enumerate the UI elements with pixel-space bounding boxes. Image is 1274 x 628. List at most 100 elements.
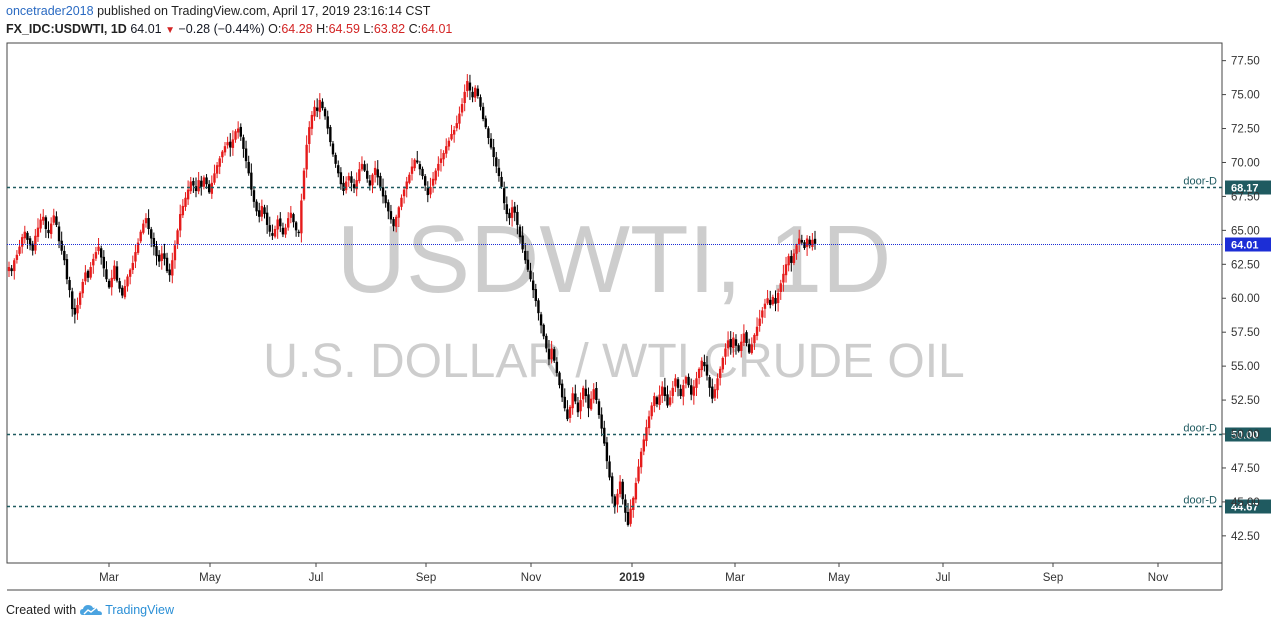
candle-body (271, 233, 274, 236)
candle-body (679, 388, 682, 397)
candle-body (323, 108, 327, 117)
candle-body (26, 232, 29, 240)
candle-body (207, 184, 211, 193)
candle-body (205, 177, 208, 185)
candle-body (384, 195, 387, 204)
close-label: C: (408, 22, 422, 36)
price-tick-label: 55.00 (1231, 361, 1260, 373)
candle-body (497, 167, 501, 177)
candle-body (429, 186, 432, 195)
candle-body (661, 386, 664, 396)
candle-body (426, 187, 430, 196)
candle-body (363, 164, 366, 171)
publish-info: oncetrader2018 published on TradingView.… (6, 4, 430, 18)
candle-body (766, 298, 769, 304)
candle-body (355, 180, 358, 190)
candle-body (223, 146, 227, 153)
candle-body (152, 237, 156, 247)
candle-body (655, 397, 659, 405)
candle-body (410, 166, 414, 174)
candle-body (413, 159, 416, 169)
candle-body (792, 253, 796, 264)
candle-body (458, 113, 461, 124)
candle-body (360, 163, 364, 170)
door-level-label: door-D (1183, 176, 1217, 188)
candle-body (221, 151, 224, 158)
candle-body (724, 348, 727, 357)
candle-body (318, 100, 322, 113)
price-tick-label: 62.50 (1231, 259, 1260, 271)
time-tick-label: 2019 (619, 572, 645, 584)
candle-body (44, 217, 48, 230)
candle-body (160, 253, 163, 261)
candle-body (131, 262, 134, 270)
candle-body (121, 287, 124, 296)
price-tick-label: 77.50 (1231, 56, 1260, 68)
candle-body (695, 378, 698, 388)
candle-body (558, 372, 561, 386)
candle-body (350, 176, 353, 183)
open-label: O: (268, 22, 282, 36)
open-value: 64.28 (281, 22, 313, 36)
candle-body (452, 129, 456, 135)
candle-body (718, 368, 722, 378)
candle-body (790, 256, 793, 263)
candle-body (97, 246, 100, 252)
time-axis[interactable]: Mar May Jul Sep Nov 2019 Mar May Jul Sep Nov (99, 563, 1168, 584)
time-tick-label: Nov (1148, 572, 1169, 584)
candle-body (76, 305, 79, 314)
candle-body (231, 139, 235, 148)
candle-body (637, 466, 640, 482)
candle-body (247, 161, 250, 174)
candle-body (442, 152, 445, 160)
candle-body (379, 175, 382, 187)
down-arrow-icon: ▼ (165, 25, 175, 36)
candle-body (626, 511, 630, 525)
candle-body (634, 482, 638, 500)
candle-body (200, 180, 203, 187)
candle-body (784, 264, 788, 276)
created-with-text: Created with (6, 603, 77, 617)
candle-body (692, 386, 696, 396)
candle-body (774, 298, 777, 304)
candle-body (313, 106, 316, 117)
candle-body (194, 186, 198, 191)
candle-body (236, 128, 240, 133)
candle-body (389, 211, 393, 220)
candle-body (740, 341, 743, 351)
candle-body (289, 212, 293, 218)
candle-body (52, 215, 55, 223)
username-link[interactable]: oncetrader2018 (6, 4, 94, 18)
price-tick-label: 60.00 (1231, 293, 1260, 305)
candle-body (202, 177, 206, 187)
price-tag-text: 50.00 (1231, 430, 1259, 442)
candle-body (57, 226, 61, 242)
time-tick-label: Jul (936, 572, 951, 584)
candle-body (529, 270, 532, 280)
candle-body (155, 246, 158, 257)
candle-body (139, 231, 142, 242)
candle-body (281, 227, 285, 235)
candle-body (329, 127, 332, 143)
candle-body (47, 229, 50, 234)
time-tick-label: Mar (99, 572, 119, 584)
candle-body (78, 292, 82, 305)
candle-body (334, 154, 337, 164)
candle-body (518, 226, 522, 238)
tradingview-logo[interactable]: TradingView (80, 603, 174, 617)
candle-body (721, 357, 725, 370)
candle-body (811, 239, 814, 247)
price-tick-label: 72.50 (1231, 124, 1260, 136)
price-axis[interactable]: 42.50 45.00 47.50 50.00 52.50 55.00 57.50 60.00… (1222, 56, 1260, 543)
symbol-legend: FX_IDC:USDWTI, 1D 64.01 ▼ −0.28 (−0.44%)… (6, 22, 452, 36)
candle-body (534, 289, 537, 301)
candle-body (671, 387, 674, 397)
candle-body (366, 170, 369, 179)
candle-body (524, 250, 527, 261)
candle-body (663, 387, 667, 397)
candle-body (408, 174, 411, 183)
candle-body (787, 256, 790, 266)
horizontal-levels[interactable]: door-D 68.17 door-D 50.00 door-D 44.67 64.01 (7, 176, 1271, 514)
symbol-name[interactable]: FX_IDC:USDWTI, 1D (6, 22, 127, 36)
